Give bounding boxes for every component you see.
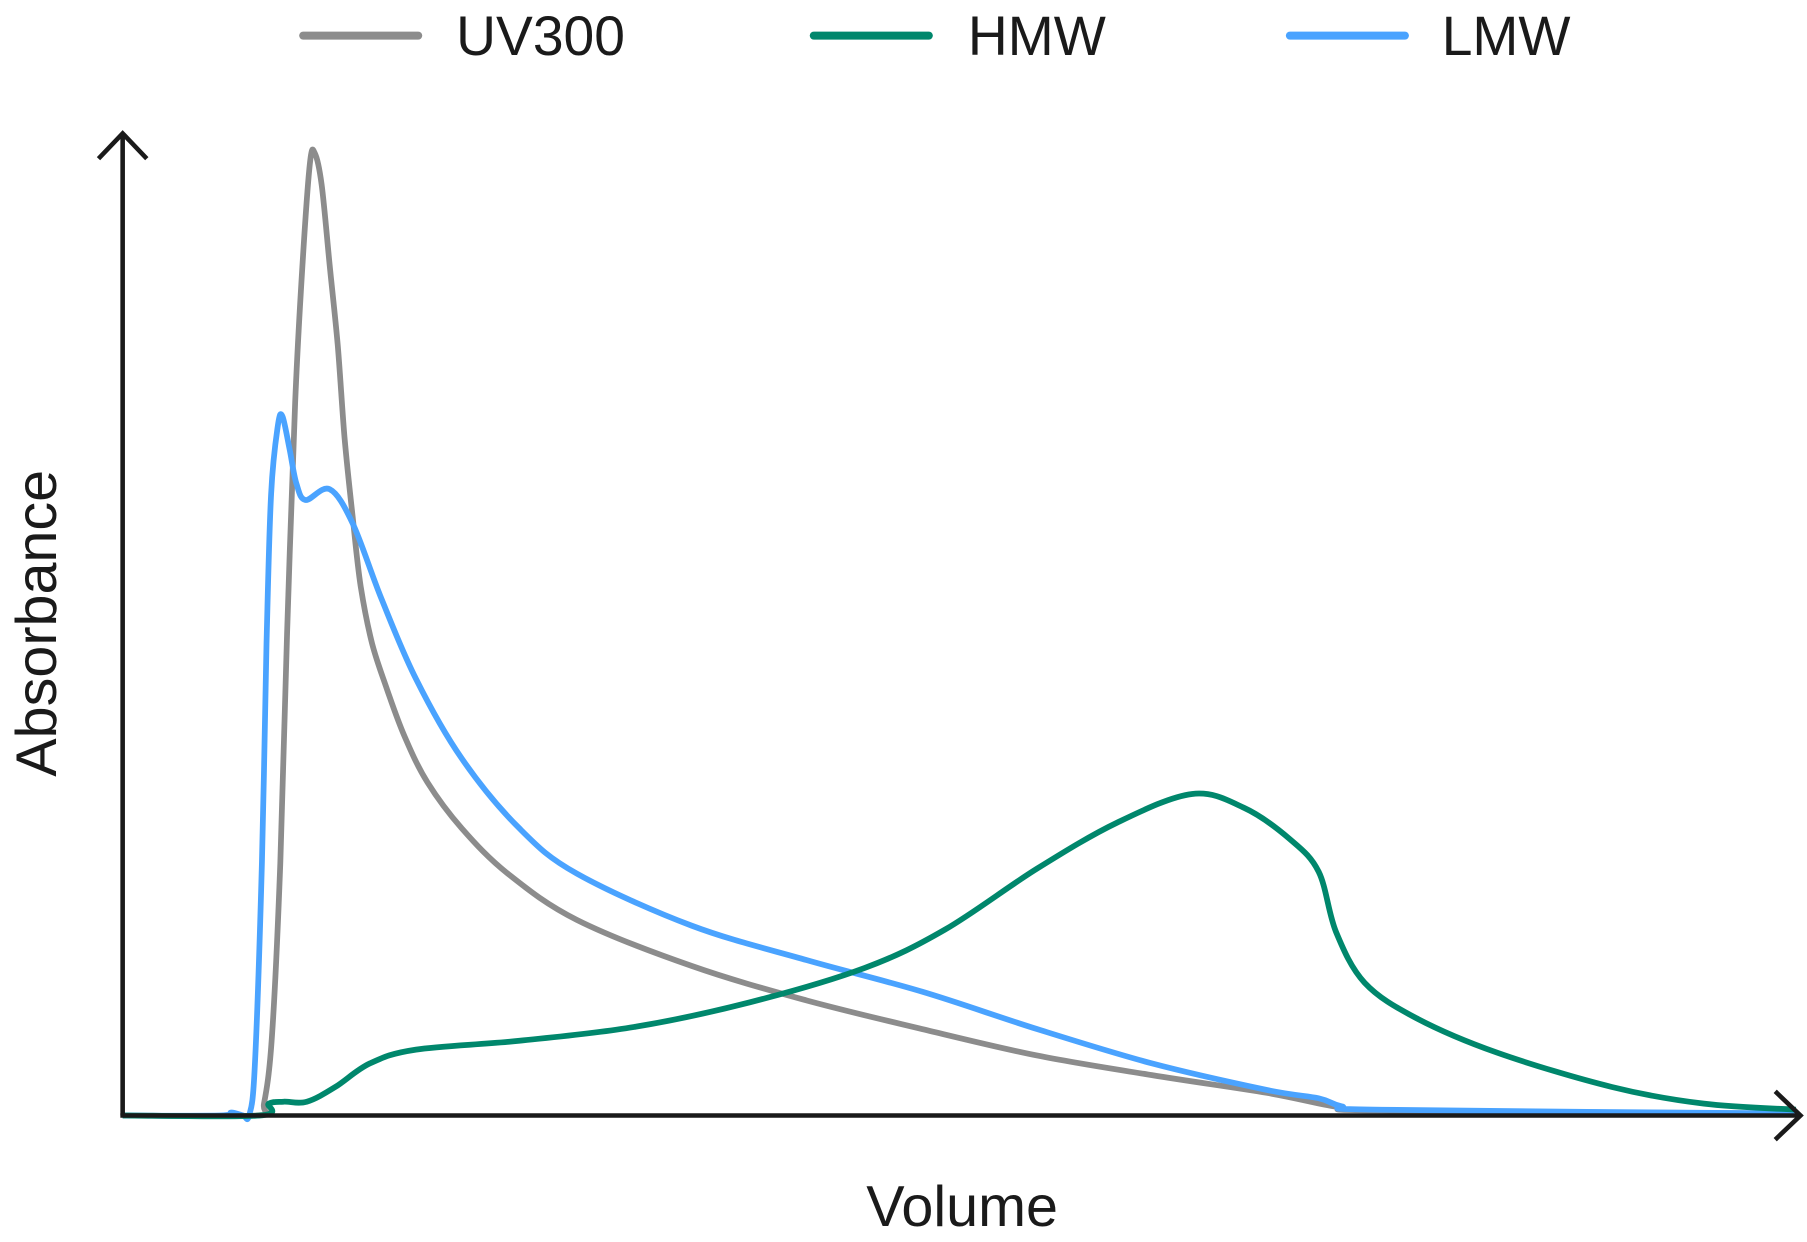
y-axis-arrow-icon bbox=[96, 130, 149, 161]
x-axis-label: Volume bbox=[866, 1175, 1058, 1239]
series-line-lmw bbox=[122, 411, 1796, 1123]
legend-label: HMW bbox=[968, 5, 1106, 67]
series-line-hmw bbox=[122, 790, 1797, 1120]
series-group bbox=[122, 146, 1797, 1123]
legend-item-uv300: UV300 bbox=[299, 5, 625, 67]
legend-label: LMW bbox=[1442, 5, 1571, 67]
series-line-uv300 bbox=[122, 146, 1796, 1120]
legend-label: UV300 bbox=[456, 5, 625, 67]
y-axis-label: Absorbance bbox=[5, 470, 69, 777]
x-axis-arrow-icon bbox=[1773, 1089, 1804, 1142]
legend-item-lmw: LMW bbox=[1285, 5, 1571, 67]
legend-item-hmw: HMW bbox=[809, 5, 1106, 67]
legend: UV300 HMW LMW bbox=[299, 5, 1571, 67]
axes bbox=[96, 130, 1804, 1142]
